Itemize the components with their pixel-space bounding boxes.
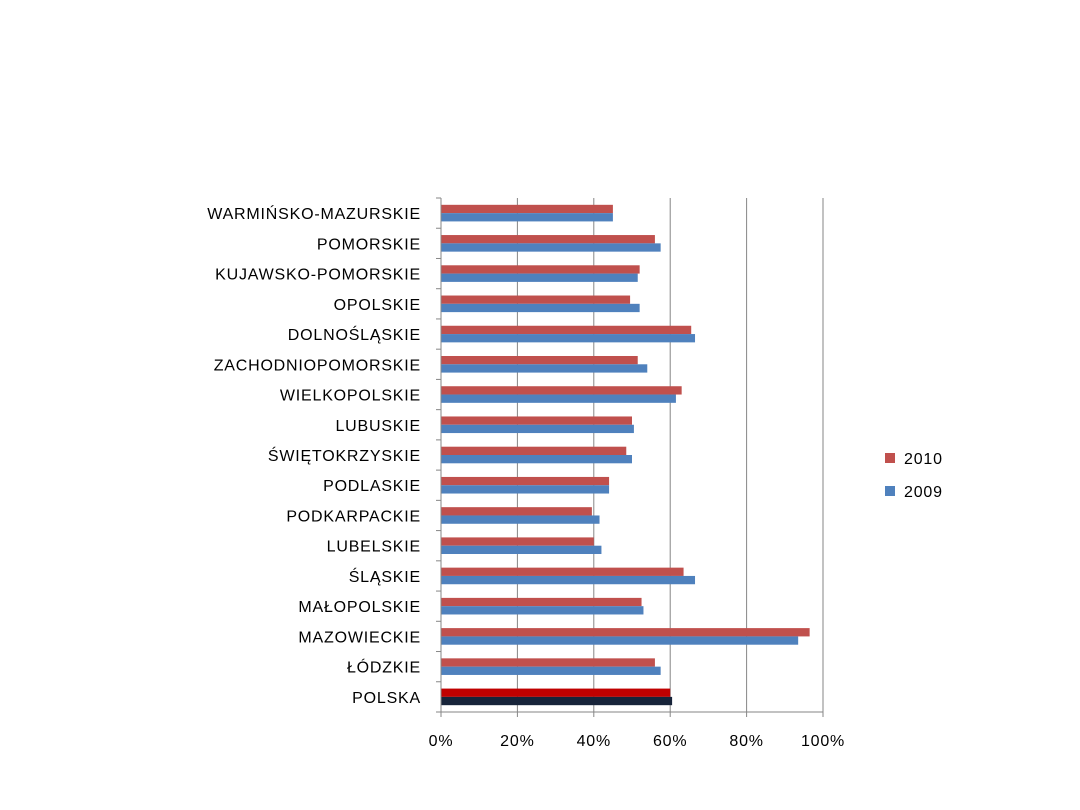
category-label: ZACHODNIOPOMORSKIE [214, 357, 421, 374]
bars [441, 204, 810, 706]
category-label: ŁÓDZKIE [347, 658, 421, 677]
axes [436, 197, 824, 717]
bar-2010 [441, 688, 671, 697]
category-label: DOLNOŚLĄSKIE [288, 325, 421, 344]
bar-2010 [441, 235, 655, 244]
bar-2009 [441, 545, 602, 555]
category-label: POMORSKIE [317, 236, 421, 253]
x-tick-label: 40% [577, 733, 611, 750]
bar-2010 [441, 446, 627, 455]
legend: 2010 2009 [885, 451, 943, 501]
bar-2010 [441, 567, 684, 576]
x-tick-label: 80% [729, 733, 763, 750]
x-tick-label: 100% [801, 733, 845, 750]
bar-2010 [441, 204, 613, 214]
bar-2009 [441, 666, 661, 675]
bar-2009 [441, 213, 613, 222]
bar-2010 [441, 597, 642, 607]
bar-2009 [441, 515, 600, 524]
category-label: OPOLSKIE [334, 297, 421, 314]
category-label: PODLASKIE [323, 478, 421, 495]
bar-2010 [441, 265, 640, 274]
legend-swatch-2010 [885, 453, 895, 463]
category-label: MAZOWIECKIE [298, 629, 421, 646]
bar-2010 [441, 507, 592, 516]
gridlines [516, 198, 824, 712]
bar-2010 [441, 658, 655, 667]
category-label: POLSKA [352, 690, 421, 707]
bar-2009 [441, 424, 634, 434]
category-label: PODKARPACKIE [286, 508, 421, 525]
bar-2009 [441, 303, 640, 313]
x-tick-labels: 0% 20% 40% 60% 80% 100% [429, 733, 845, 750]
bar-2009 [441, 636, 799, 645]
category-label: MAŁOPOLSKIE [298, 599, 421, 616]
bar-2009 [441, 696, 673, 706]
category-label: ŚWIĘTOKRZYSKIE [268, 446, 421, 465]
legend-label-2010: 2010 [904, 451, 943, 468]
bar-2009 [441, 575, 696, 585]
bar-2010 [441, 476, 610, 486]
category-label: WIELKOPOLSKIE [280, 388, 421, 405]
category-label: ŚLĄSKIE [349, 567, 421, 586]
bar-2009 [441, 364, 648, 373]
category-label: LUBUSKIE [335, 418, 421, 435]
bar-2009 [441, 394, 676, 403]
category-label: WARMIŃSKO-MAZURSKIE [207, 204, 421, 223]
bar-2009 [441, 273, 638, 282]
x-tick-label: 20% [500, 733, 534, 750]
bar-2009 [441, 455, 632, 464]
bar-2009 [441, 606, 644, 615]
bar-2009 [441, 243, 661, 252]
bar-2010 [441, 537, 594, 546]
bar-2009 [441, 485, 610, 494]
bar-2010 [441, 628, 810, 637]
bar-2010 [441, 386, 682, 395]
category-label: KUJAWSKO-POMORSKIE [215, 267, 421, 284]
bar-2010 [441, 295, 631, 304]
category-labels: WARMIŃSKO-MAZURSKIE POMORSKIE KUJAWSKO-POM… [207, 204, 421, 707]
legend-label-2009: 2009 [904, 484, 943, 501]
bar-2010 [441, 416, 632, 425]
category-label: LUBELSKIE [327, 539, 421, 556]
legend-swatch-2009 [885, 486, 895, 496]
bar-2009 [441, 334, 696, 343]
x-tick-label: 0% [429, 733, 454, 750]
bar-2010 [441, 325, 692, 335]
x-tick-label: 60% [653, 733, 687, 750]
bar-2010 [441, 355, 638, 365]
